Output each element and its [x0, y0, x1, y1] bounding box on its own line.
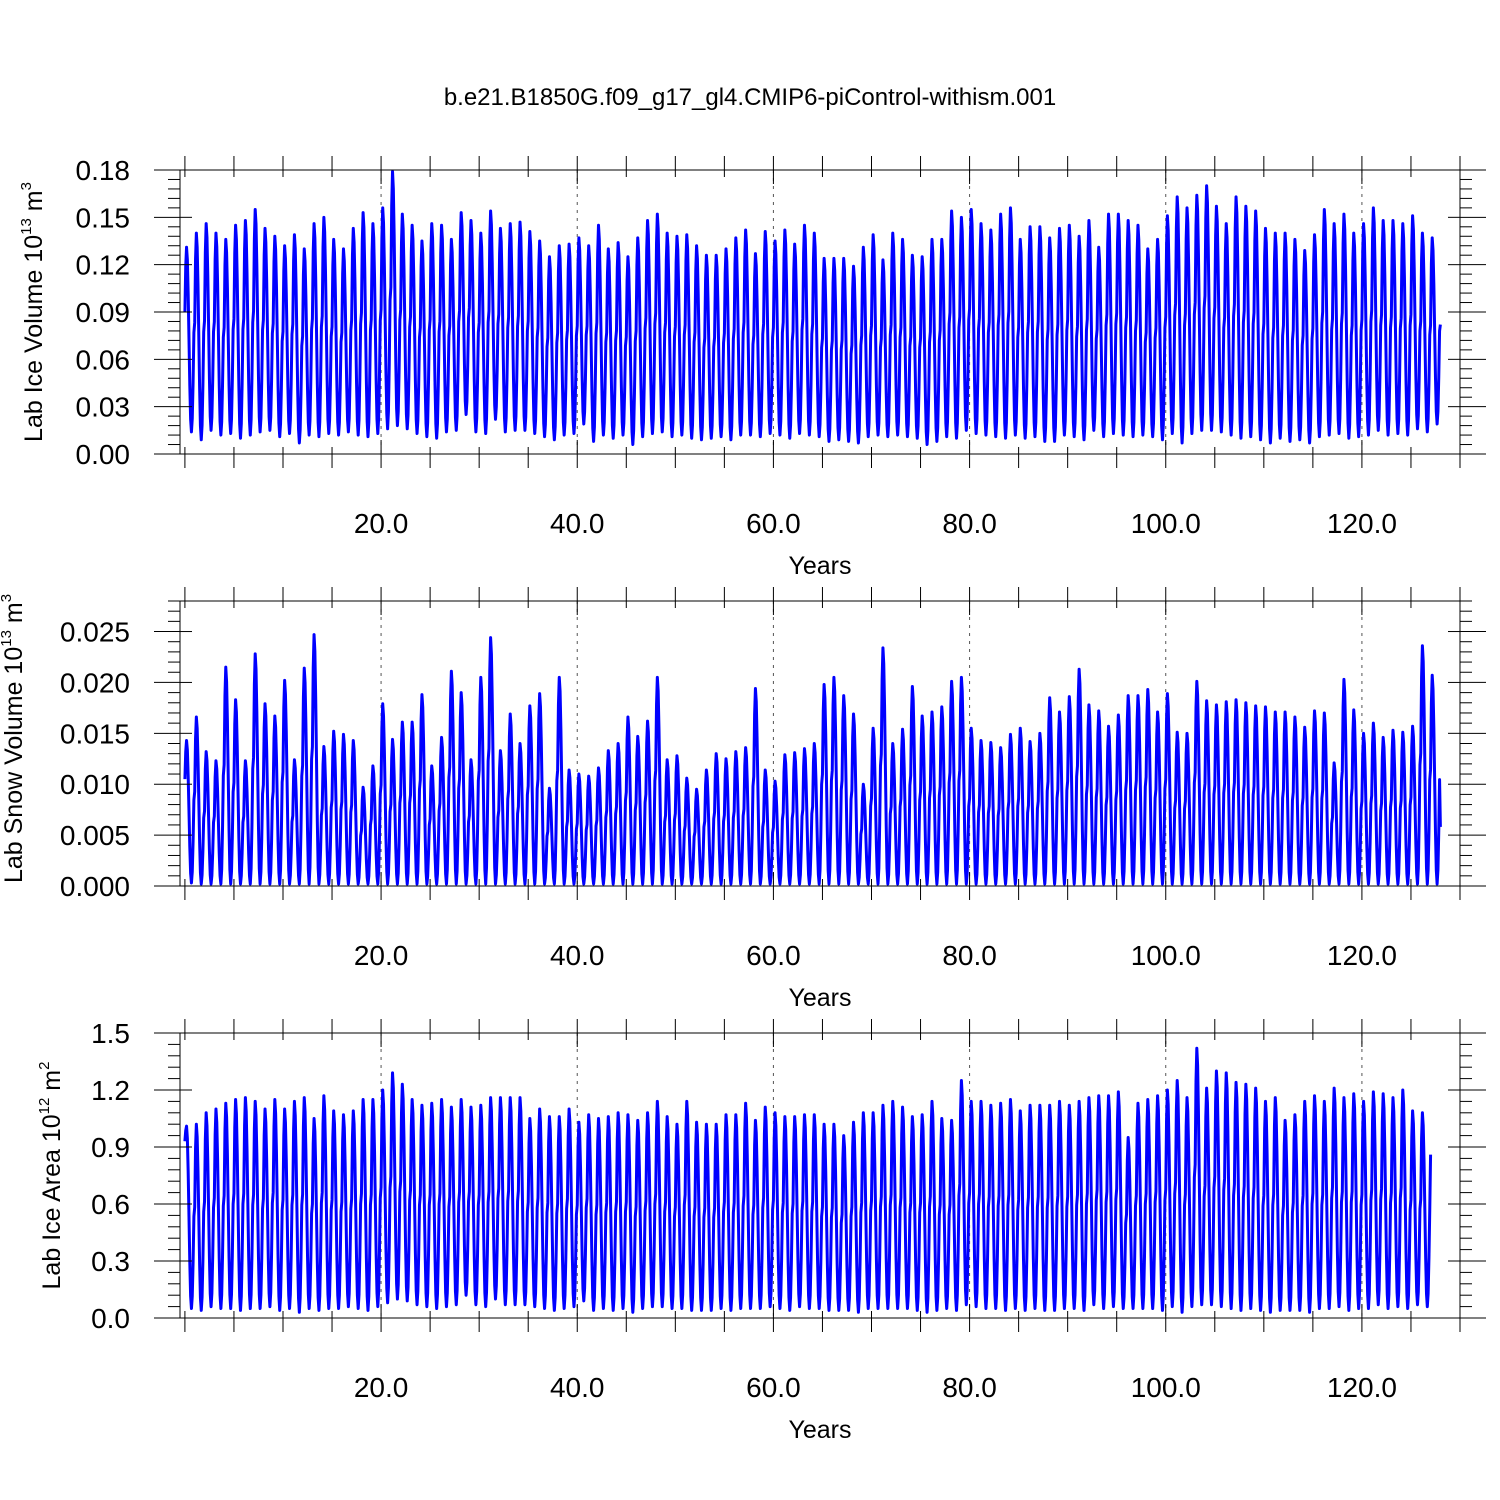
figure-title: b.e21.B1850G.f09_g17_gl4.CMIP6-piControl… — [444, 84, 1056, 111]
ice-area-y-axis-label: Lab Ice Area 1012 m2 — [36, 1062, 66, 1290]
ice-volume-x-tick-label: 40.0 — [550, 508, 605, 539]
snow-volume-y-axis-label: Lab Snow Volume 1013 m3 — [0, 594, 28, 883]
ice-volume-y-tick-label: 0.18 — [76, 155, 131, 186]
ice-area-y-tick-label: 0.6 — [91, 1189, 130, 1220]
snow-volume-y-tick-label: 0.020 — [60, 667, 130, 698]
ice-area-y-tick-label: 1.5 — [91, 1018, 130, 1049]
ice-area-plot-frame — [179, 1032, 1461, 1319]
snow-volume-y-tick-label: 0.005 — [60, 820, 130, 851]
panel-lab-ice-volume: 20.0 40.0 60.0 80.0 100.0 120.0 Years 0.00 0.03 0… — [18, 155, 1486, 580]
ice-area-x-tick-label: 60.0 — [746, 1372, 801, 1403]
ice-area-y-tick-label: 0.3 — [91, 1246, 130, 1277]
ice-volume-y-tick-label: 0.00 — [76, 439, 131, 470]
snow-volume-y-tick-label: 0.000 — [60, 871, 130, 902]
ice-area-series-line — [183, 1046, 1433, 1314]
ice-volume-y-axis-label: Lab Ice Volume 1013 m3 — [18, 182, 48, 442]
ice-volume-x-tick-label: 80.0 — [942, 508, 997, 539]
ice-area-x-tick-label: 100.0 — [1131, 1372, 1201, 1403]
ice-volume-y-tick-label: 0.15 — [76, 202, 131, 233]
ice-area-y-tick-label: 0.0 — [91, 1303, 130, 1334]
ice-volume-x-tick-label: 100.0 — [1131, 508, 1201, 539]
ice-area-x-tick-label: 20.0 — [354, 1372, 409, 1403]
ice-volume-y-tick-label: 0.09 — [76, 297, 131, 328]
ice-volume-x-axis-label: Years — [788, 552, 851, 580]
ice-area-x-tick-label: 80.0 — [942, 1372, 997, 1403]
ice-area-y-tick-label: 1.2 — [91, 1075, 130, 1106]
snow-volume-x-tick-label: 80.0 — [942, 940, 997, 971]
ice-volume-y-tick-label: 0.06 — [76, 344, 131, 375]
snow-volume-x-tick-label: 20.0 — [354, 940, 409, 971]
snow-volume-y-tick-label: 0.010 — [60, 769, 130, 800]
ice-area-x-tick-label: 120.0 — [1327, 1372, 1397, 1403]
snow-volume-y-tick-label: 0.025 — [60, 617, 130, 648]
snow-volume-series-line — [183, 633, 1442, 886]
snow-volume-x-tick-label: 120.0 — [1327, 940, 1397, 971]
ice-area-y-tick-label: 0.9 — [91, 1132, 130, 1163]
snow-volume-y-tick-label: 0.015 — [60, 718, 130, 749]
snow-volume-x-tick-label: 60.0 — [746, 940, 801, 971]
panel-lab-ice-area: 20.0 40.0 60.0 80.0 100.0 120.0 Years 0.0 0.3 0.6… — [36, 1018, 1486, 1444]
ice-area-x-tick-label: 40.0 — [550, 1372, 605, 1403]
ice-volume-x-tick-label: 60.0 — [746, 508, 801, 539]
snow-volume-x-tick-label: 100.0 — [1131, 940, 1201, 971]
panel-lab-snow-volume: 20.0 40.0 60.0 80.0 100.0 120.0 Years 0.000 0.00… — [0, 587, 1486, 1012]
ice-area-x-axis-label: Years — [788, 1416, 851, 1444]
ice-volume-y-tick-label: 0.12 — [76, 250, 131, 281]
ice-volume-x-tick-label: 20.0 — [354, 508, 409, 539]
ice-volume-y-tick-label: 0.03 — [76, 392, 131, 423]
snow-volume-x-tick-label: 40.0 — [550, 940, 605, 971]
ice-volume-series-line — [183, 170, 1442, 447]
snow-volume-x-axis-label: Years — [788, 984, 851, 1012]
ice-volume-x-tick-label: 120.0 — [1327, 508, 1397, 539]
